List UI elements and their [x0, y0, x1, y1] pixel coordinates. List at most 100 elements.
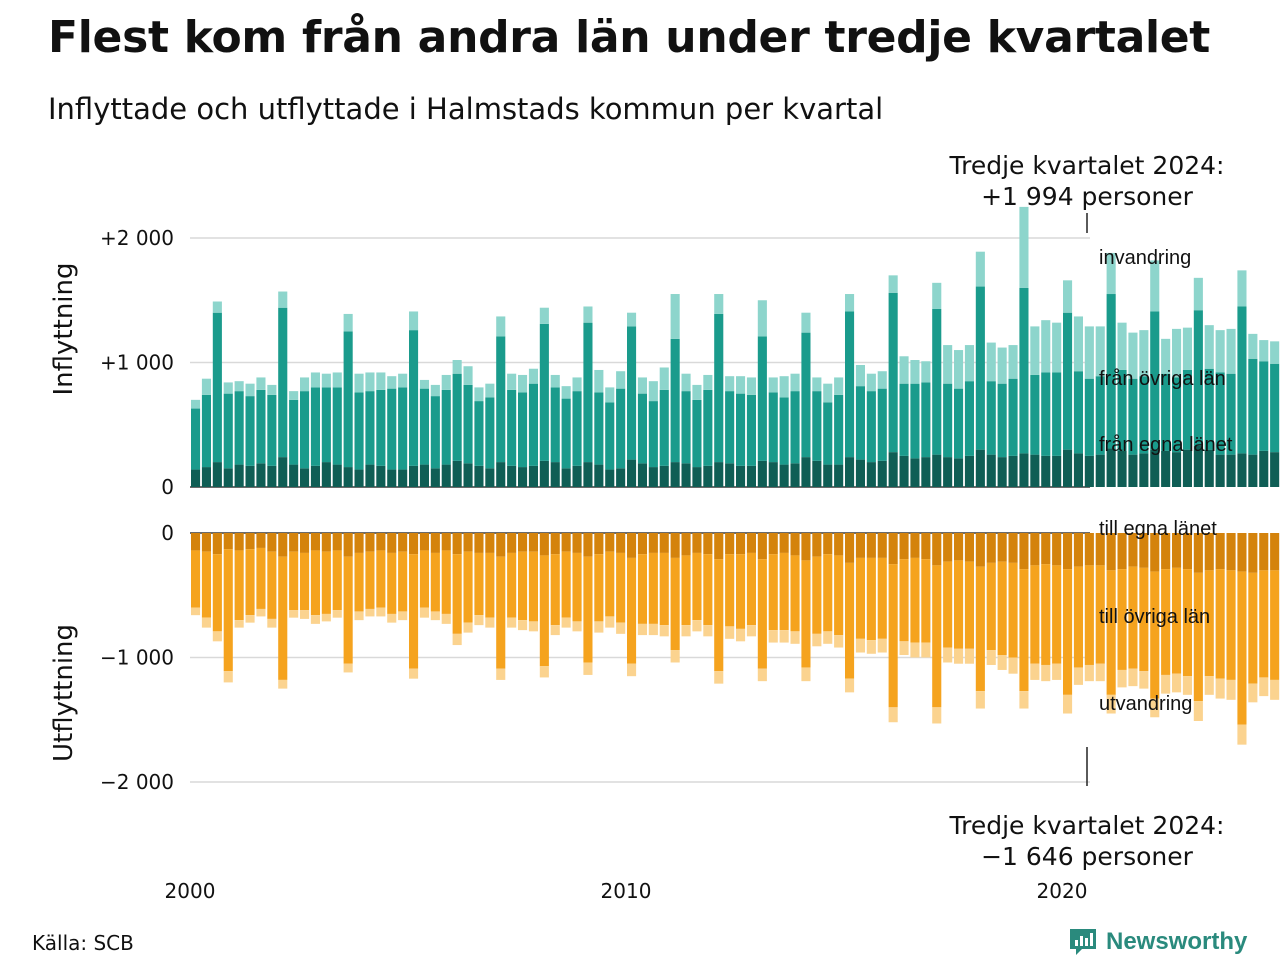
inflyttning-bar: [616, 371, 626, 389]
utflyttning-bar: [1139, 567, 1149, 672]
inflyttning-bar: [921, 457, 931, 487]
inflyttning-bar: [332, 464, 342, 487]
utflyttning-bar: [888, 533, 898, 565]
inflyttning-bar: [1106, 252, 1116, 295]
utflyttning-bar: [1215, 533, 1225, 570]
utflyttning-bar: [365, 551, 375, 609]
inflyttning-bar: [714, 313, 724, 463]
utflyttning-bar: [463, 622, 473, 633]
utflyttning-bar: [964, 648, 974, 664]
utflyttning-bar: [801, 667, 811, 682]
axis-title-inflyttning: Inflyttning: [49, 263, 79, 396]
utflyttning-bar: [245, 533, 255, 550]
inflyttning-bar: [528, 383, 538, 466]
inflyttning-bar: [234, 381, 244, 392]
inflyttning-bar: [1270, 363, 1280, 453]
inflyttning-bar: [616, 388, 626, 469]
utflyttning-bar: [605, 616, 615, 628]
utflyttning-bar: [300, 533, 310, 553]
inflyttning-bar: [779, 376, 789, 398]
utflyttning-bar: [801, 533, 811, 561]
inflyttning-bar: [823, 383, 833, 403]
utflyttning-bar: [659, 552, 669, 626]
utflyttning-bar: [997, 655, 1007, 670]
inflyttning-bar: [659, 389, 669, 466]
inflyttning-bar: [518, 392, 528, 468]
utflyttning-bar: [757, 559, 767, 669]
inflyttning-bar: [561, 398, 571, 469]
utflyttning-bar: [1063, 533, 1073, 570]
utflyttning-bar: [441, 550, 451, 614]
utflyttning-bar: [790, 533, 800, 556]
utflyttning-bar: [1193, 533, 1203, 573]
inflyttning-bar: [594, 464, 604, 487]
inflyttning-bar: [343, 313, 353, 332]
utflyttning-bar: [321, 551, 331, 614]
utflyttning-bar: [1259, 533, 1269, 571]
utflyttning-bar: [1172, 673, 1182, 693]
inflyttning-bar: [964, 455, 974, 488]
inflyttning-bar: [398, 373, 408, 388]
inflyttning-bar: [1193, 445, 1203, 488]
utflyttning-bar: [1182, 676, 1192, 695]
utflyttning-bar: [365, 608, 375, 617]
inflyttning-bar: [365, 391, 375, 465]
utflyttning-bar: [223, 533, 233, 550]
utflyttning-bar: [725, 626, 735, 639]
utflyttning-bar: [757, 668, 767, 682]
utflyttning-bar: [703, 554, 713, 626]
inflyttning-bar: [485, 468, 495, 487]
inflyttning-bar: [1084, 378, 1094, 456]
inflyttning-bar: [452, 460, 462, 487]
utflyttning-bar: [746, 625, 756, 637]
utflyttning-bar: [474, 615, 484, 626]
x-tick-label: 2020: [1037, 879, 1088, 903]
inflyttning-bar: [223, 468, 233, 487]
utflyttning-bar: [1161, 533, 1171, 570]
inflyttning-series-label: från egna länet: [1099, 434, 1233, 456]
utflyttning-bar: [256, 608, 266, 617]
utflyttning-bar: [637, 623, 647, 636]
inflyttning-bar: [343, 467, 353, 487]
utflyttning-bar: [212, 533, 222, 555]
inflyttning-bar: [1095, 454, 1105, 487]
utflyttning-bar: [583, 556, 593, 663]
inflyttning-bar: [746, 465, 756, 487]
utflyttning-bar: [943, 647, 953, 663]
inflyttning-ytick-label: +2 000: [100, 226, 174, 250]
utflyttning-bar: [1041, 564, 1051, 665]
inflyttning-bar: [223, 382, 233, 394]
inflyttning-bar: [1063, 449, 1073, 487]
utflyttning-bar: [866, 640, 876, 654]
utflyttning-bar: [736, 533, 746, 555]
inflyttning-bar: [376, 465, 386, 487]
inflyttning-bar: [1073, 316, 1083, 372]
utflyttning-bar: [452, 533, 462, 555]
inflyttning-bar: [648, 381, 658, 402]
inflyttning-bar: [1128, 378, 1138, 455]
utflyttning-ytick-label: 0: [161, 521, 174, 545]
inflyttning-bar: [1161, 450, 1171, 487]
utflyttning-bar: [398, 533, 408, 552]
inflyttning-bar: [1248, 333, 1258, 359]
inflyttning-bar: [1008, 378, 1018, 456]
inflyttning-bar: [790, 391, 800, 464]
utflyttning-bar: [1019, 533, 1029, 570]
utflyttning-bar: [561, 617, 571, 628]
utflyttning-bar: [1041, 664, 1051, 682]
inflyttning-bar: [692, 384, 702, 400]
inflyttning-bar: [1172, 328, 1182, 378]
utflyttning-bar: [212, 554, 222, 632]
utflyttning-bar: [594, 533, 604, 555]
utflyttning-bar: [528, 533, 538, 552]
inflyttning-bar: [550, 374, 560, 388]
utflyttning-bar: [1182, 569, 1192, 677]
utflyttning-bar: [1193, 701, 1203, 721]
utflyttning-bar: [289, 533, 299, 552]
utflyttning-bar: [201, 617, 211, 628]
inflyttning-bar: [441, 374, 451, 390]
utflyttning-bar: [452, 554, 462, 634]
inflyttning-bar: [518, 374, 528, 393]
utflyttning-bar: [1106, 570, 1116, 695]
